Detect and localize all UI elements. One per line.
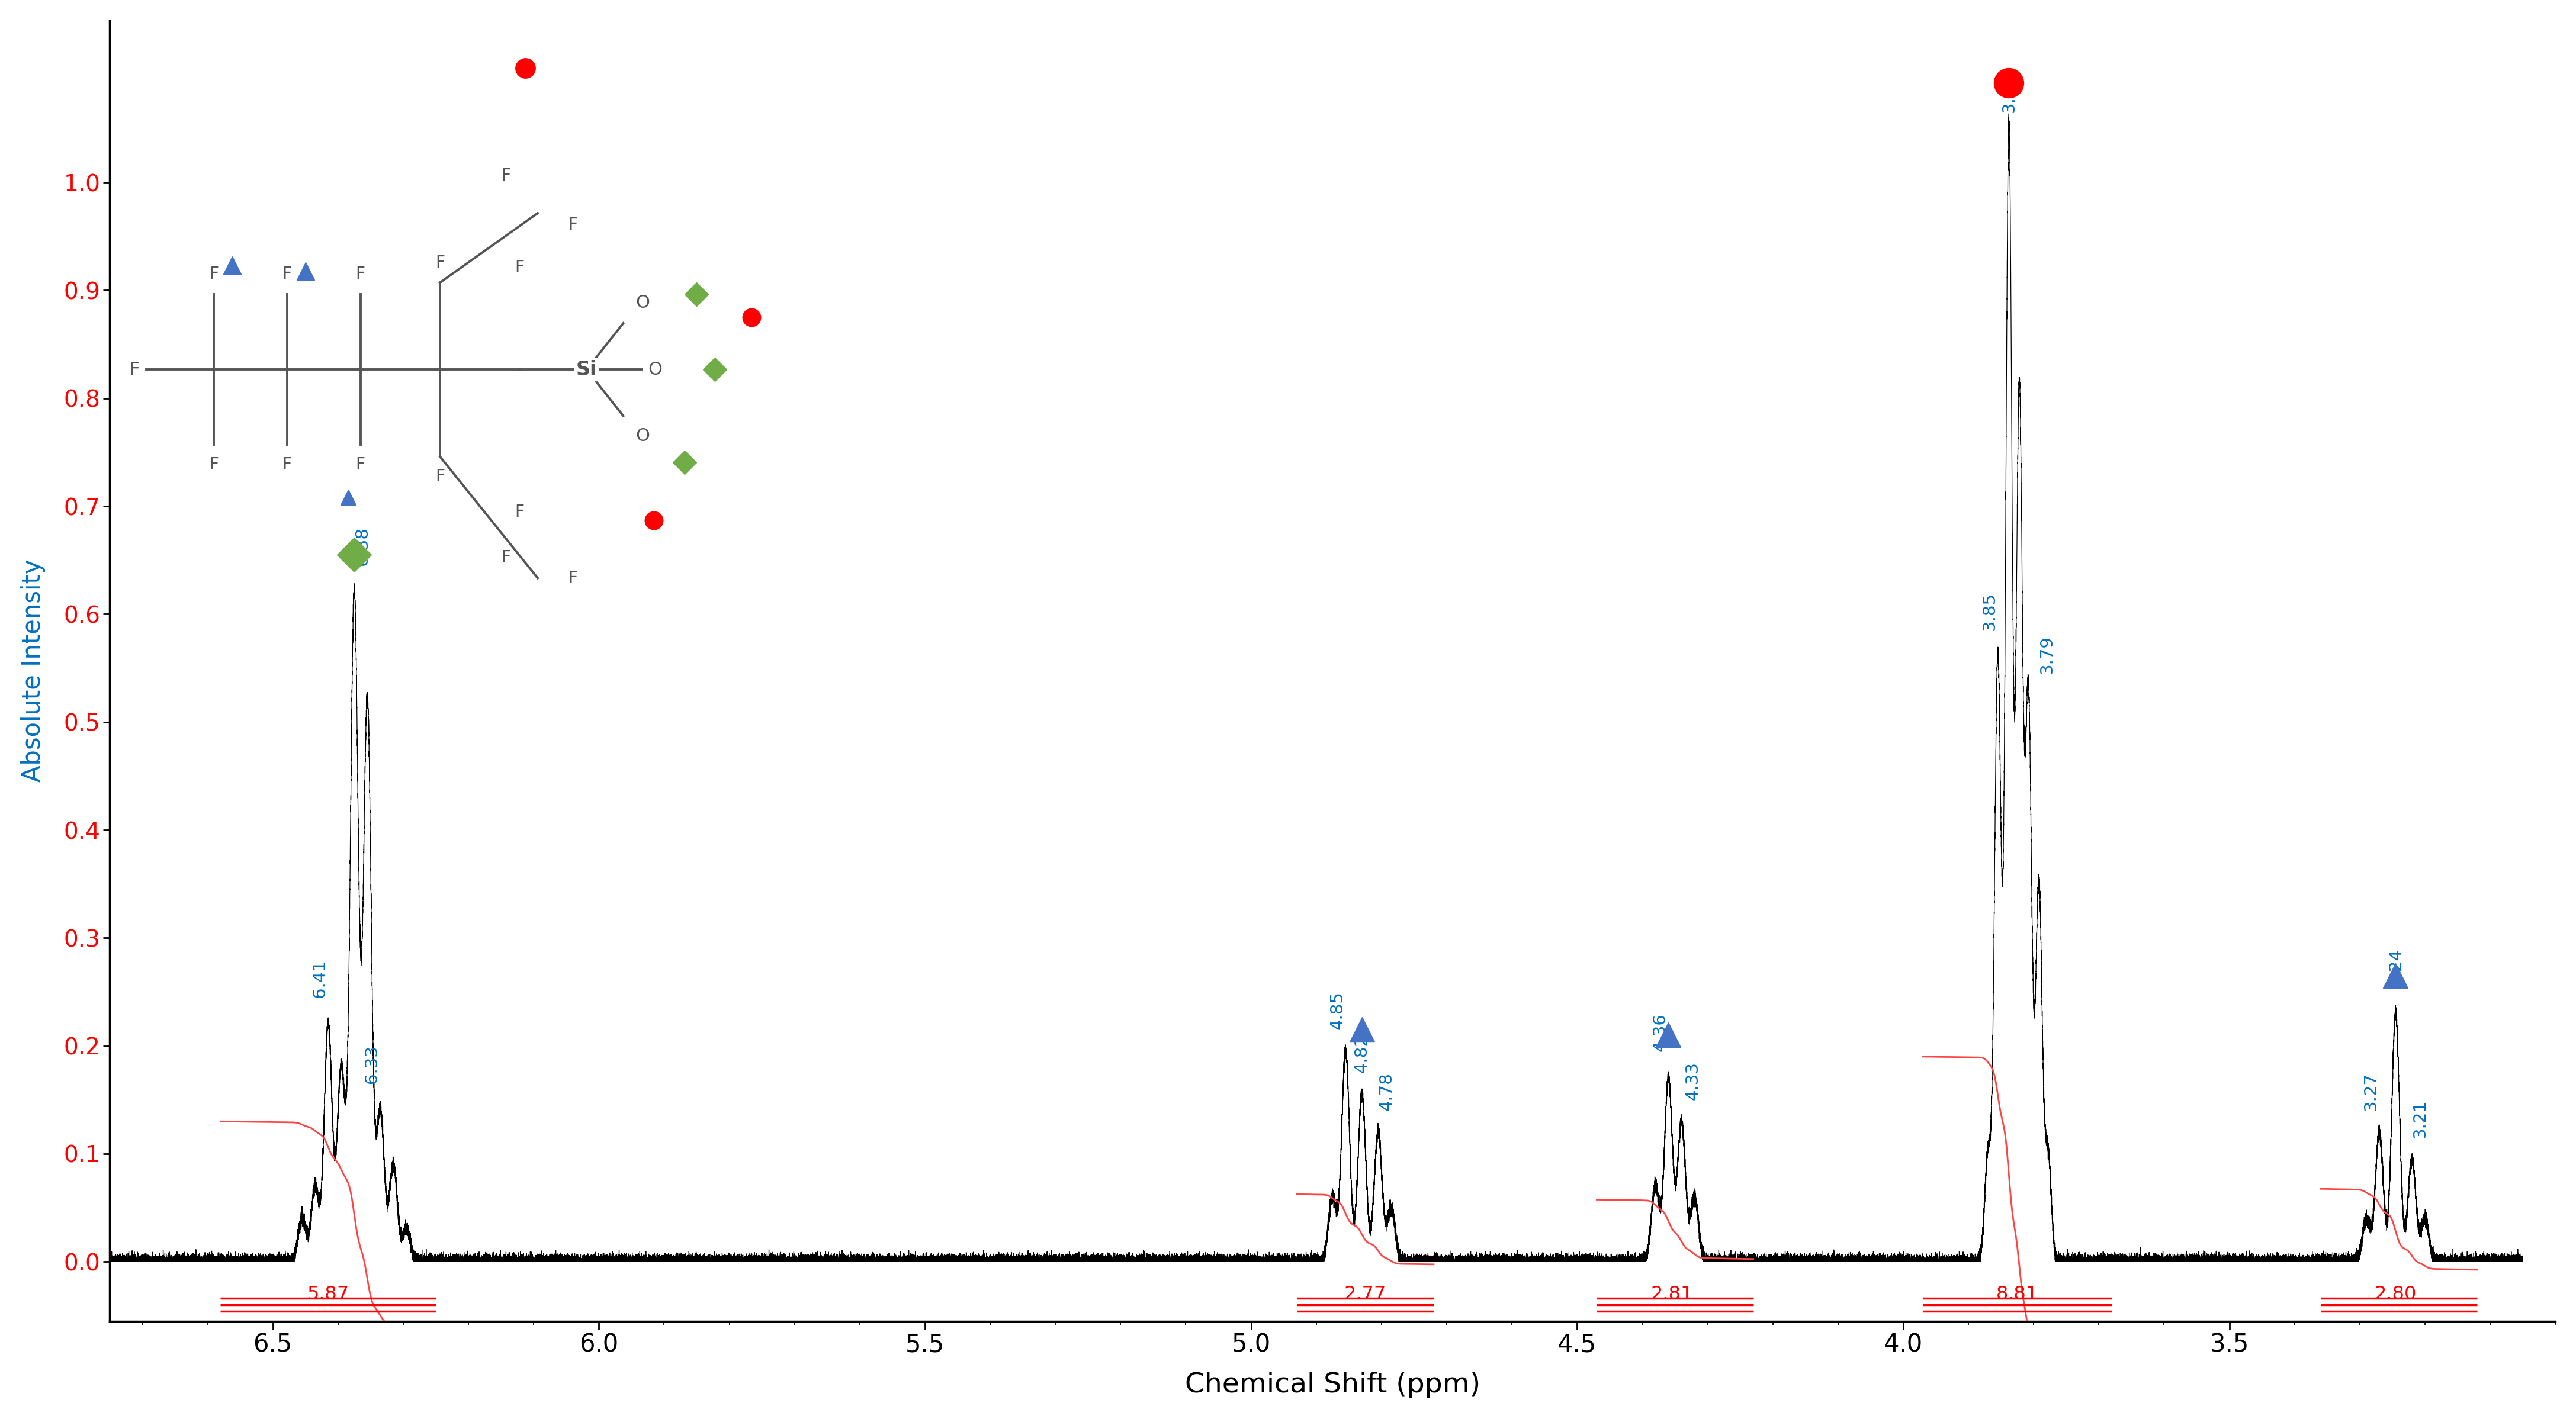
Text: 2.81: 2.81 bbox=[1651, 1286, 1692, 1304]
Text: 3.85: 3.85 bbox=[1981, 592, 1999, 630]
Text: 4.85: 4.85 bbox=[1329, 992, 1345, 1030]
Text: 6.33: 6.33 bbox=[363, 1046, 381, 1084]
Text: 8.81: 8.81 bbox=[1996, 1286, 2038, 1304]
Text: 2.80: 2.80 bbox=[2375, 1286, 2416, 1304]
Text: 3.79: 3.79 bbox=[2038, 636, 2056, 674]
Text: 6.38: 6.38 bbox=[355, 526, 371, 566]
X-axis label: Chemical Shift (ppm): Chemical Shift (ppm) bbox=[1185, 1372, 1481, 1399]
Y-axis label: Absolute Intensity: Absolute Intensity bbox=[21, 559, 46, 782]
Text: 4.36: 4.36 bbox=[1651, 1013, 1669, 1051]
Text: 3.21: 3.21 bbox=[2411, 1100, 2429, 1138]
Text: 3.27: 3.27 bbox=[2362, 1073, 2380, 1111]
Text: 5.87: 5.87 bbox=[307, 1286, 350, 1304]
Text: 4.33: 4.33 bbox=[1685, 1061, 1700, 1100]
Text: 4.78: 4.78 bbox=[1378, 1073, 1394, 1111]
Text: 6.41: 6.41 bbox=[312, 959, 327, 998]
Text: 3.24: 3.24 bbox=[2388, 948, 2403, 986]
Text: 2.77: 2.77 bbox=[1345, 1286, 1386, 1304]
Text: 4.82: 4.82 bbox=[1352, 1034, 1370, 1073]
Text: 3.82: 3.82 bbox=[2002, 74, 2017, 112]
